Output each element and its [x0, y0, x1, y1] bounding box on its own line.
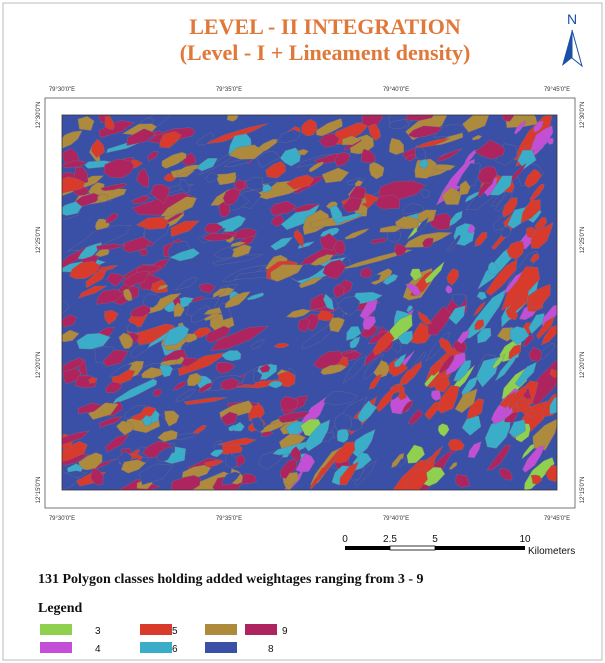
scale-label: 0	[342, 534, 348, 545]
coord-label: 12°15'0"N	[580, 477, 586, 504]
scale-segment	[345, 546, 390, 550]
scale-bar	[345, 546, 525, 550]
scale-label: 2.5	[383, 534, 397, 545]
coord-label: 12°30'0"N	[36, 102, 42, 129]
title-line: (Level - I + Lineament density)	[180, 40, 471, 65]
coord-label: 12°30'0"N	[580, 102, 586, 129]
legend-swatch	[140, 624, 172, 635]
title-line: LEVEL - II INTEGRATION	[189, 14, 461, 39]
legend-swatch	[205, 624, 237, 635]
scale-label: 5	[432, 534, 438, 545]
caption: 131 Polygon classes holding added weight…	[38, 572, 424, 587]
map-page: LEVEL - II INTEGRATION (Level - I + Line…	[0, 0, 605, 663]
coord-label: 79°45'0"E	[544, 87, 570, 93]
legend-swatch	[40, 624, 72, 635]
map-area	[35, 100, 570, 513]
scale-segment	[435, 546, 525, 550]
legend-label: 9	[282, 626, 288, 637]
coord-label: 79°30'0"E	[49, 87, 75, 93]
scale-unit: Kilometers	[528, 546, 575, 557]
scale-segment	[390, 546, 435, 550]
legend-label: 8	[268, 644, 274, 655]
coord-label: 12°15'0"N	[36, 477, 42, 504]
coord-label: 12°25'0"N	[580, 227, 586, 254]
scale-label: 10	[519, 534, 531, 545]
coord-label: 79°40'0"E	[383, 87, 409, 93]
north-label: N	[567, 11, 577, 27]
legend-label: 5	[172, 626, 178, 637]
coord-label: 79°35'0"E	[216, 516, 242, 522]
legend-label: 6	[172, 644, 178, 655]
coord-label: 79°35'0"E	[216, 87, 242, 93]
legend-label: 4	[95, 644, 101, 655]
coord-label: 12°20'0"N	[36, 352, 42, 379]
legend-swatch	[205, 642, 237, 653]
legend-title: Legend	[38, 601, 83, 616]
coord-label: 79°45'0"E	[544, 516, 570, 522]
legend-swatch	[140, 642, 172, 653]
coord-label: 12°20'0"N	[580, 352, 586, 379]
legend-label: 3	[95, 626, 101, 637]
coord-label: 79°30'0"E	[49, 516, 75, 522]
coord-label: 12°25'0"N	[36, 227, 42, 254]
coord-label: 79°40'0"E	[383, 516, 409, 522]
legend-swatch	[245, 624, 277, 635]
legend-swatch	[40, 642, 72, 653]
